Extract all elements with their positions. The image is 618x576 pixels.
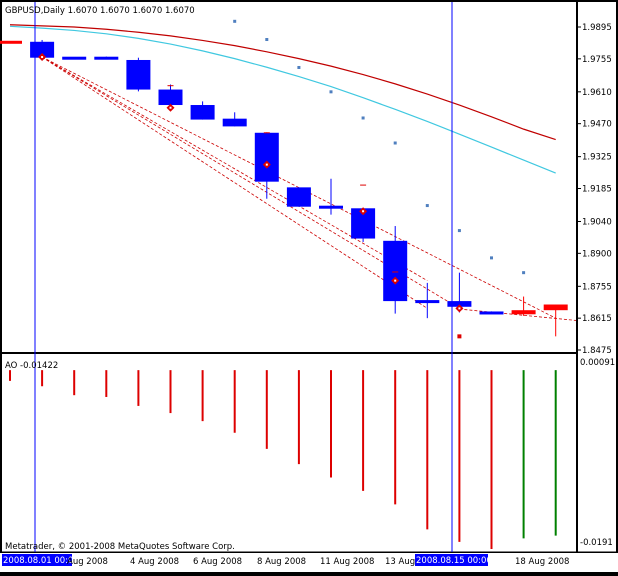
price-label: 1.9325 (582, 153, 612, 163)
ao-plot-area[interactable] (2, 354, 576, 552)
candles (0, 39, 568, 337)
red-dot-marker (457, 334, 462, 339)
time-label: Aug 2008 (67, 557, 108, 567)
time-label: 6 Aug 2008 (193, 557, 242, 567)
psar-dot (425, 204, 429, 208)
trend-line (41, 56, 428, 281)
candle-body (286, 187, 311, 207)
psar-dot (457, 229, 461, 233)
psar-dot (233, 19, 237, 23)
markers (38, 19, 526, 339)
candle-body (126, 59, 151, 90)
candle (0, 40, 22, 44)
time-label: 8 Aug 2008 (257, 557, 306, 567)
ao-axis-label: -0.0191 (580, 538, 613, 548)
candle (511, 296, 536, 316)
price-label: 1.9610 (582, 88, 612, 98)
candle-body (479, 311, 504, 315)
candle-body (222, 118, 247, 127)
candle-body (511, 310, 536, 315)
candle (479, 311, 504, 315)
copyright-text: Metatrader, © 2001-2008 MetaQuotes Softw… (5, 542, 235, 552)
time-label: 18 Aug 2008 (515, 557, 569, 567)
candle-body (62, 56, 87, 60)
candle (415, 282, 440, 319)
price-label: 1.8900 (582, 249, 612, 259)
trend-line (459, 308, 577, 321)
crosshair (34, 2, 453, 552)
price-label: 1.8475 (582, 346, 612, 356)
time-label: 11 Aug 2008 (320, 557, 374, 567)
candle-body (543, 304, 568, 311)
ma-fast-line (9, 25, 556, 174)
candle-body (190, 105, 215, 120)
psar-dot (490, 256, 493, 260)
fractal-center (458, 307, 461, 310)
psar-dot (393, 141, 397, 145)
price-label: 1.8755 (582, 282, 612, 292)
time-label-highlighted: 2008.08.01 00:00 (3, 556, 79, 566)
candle (94, 56, 119, 60)
fractal-marker (262, 160, 271, 169)
candle-body (30, 41, 55, 58)
chart-title: GBPUSD,Daily 1.6070 1.6070 1.6070 1.6070 (5, 6, 195, 16)
fractal-marker (455, 304, 464, 313)
price-label: 1.9185 (582, 185, 612, 195)
fractal-center (41, 56, 44, 59)
psar-dot (265, 38, 269, 42)
candle (286, 187, 311, 207)
ao-title: AO -0.01422 (5, 361, 58, 371)
candle-body (254, 132, 279, 182)
psar-dot (329, 90, 333, 94)
price-label: 1.9470 (582, 120, 612, 130)
candle (222, 112, 247, 127)
axis-labels: 1.9895 1.9755 1.9610 1.9470 1.9325 1.9185 1.90… (2, 23, 615, 567)
candle (319, 178, 343, 215)
fractal-center (169, 106, 172, 109)
candle-body (94, 56, 119, 60)
price-label: 1.9755 (582, 55, 612, 65)
candle (543, 304, 568, 337)
candle-body (0, 40, 22, 44)
candle-body (158, 89, 183, 106)
candle-body (383, 240, 408, 302)
psar-dot (297, 65, 301, 69)
time-label: 4 Aug 2008 (130, 557, 179, 567)
ao-axis-label: 0.00091 (580, 358, 615, 368)
psar-dot (522, 271, 526, 275)
fractal-center (362, 210, 365, 213)
ao-histogram (9, 370, 557, 550)
candle (62, 56, 87, 60)
time-highlight (415, 554, 488, 566)
fractal-marker (359, 207, 368, 216)
trend-line (41, 56, 428, 309)
fractal-center (394, 279, 397, 282)
time-highlight (2, 554, 72, 566)
candle-body (319, 205, 343, 209)
candle-body (447, 301, 472, 307)
main-plot-area[interactable] (2, 2, 576, 352)
price-label: 1.9040 (582, 217, 612, 227)
fractal-center (265, 163, 268, 166)
fractal-marker (391, 276, 400, 285)
fractal-marker (166, 103, 175, 112)
fractal-marker (38, 53, 47, 62)
moving-averages (9, 24, 556, 174)
trend-line (41, 56, 556, 319)
candle (383, 226, 408, 314)
psar-dot (361, 116, 365, 120)
price-label: 1.9895 (582, 23, 612, 33)
time-label-highlighted: 2008.08.15 00:00 (416, 556, 492, 566)
candle-body (415, 300, 440, 304)
time-label: 13 Aug 2008 (385, 557, 439, 567)
price-axis (578, 2, 616, 552)
candle (190, 101, 215, 120)
candle (126, 57, 151, 92)
ma-slow-line (9, 24, 556, 141)
price-label: 1.8615 (582, 314, 612, 324)
